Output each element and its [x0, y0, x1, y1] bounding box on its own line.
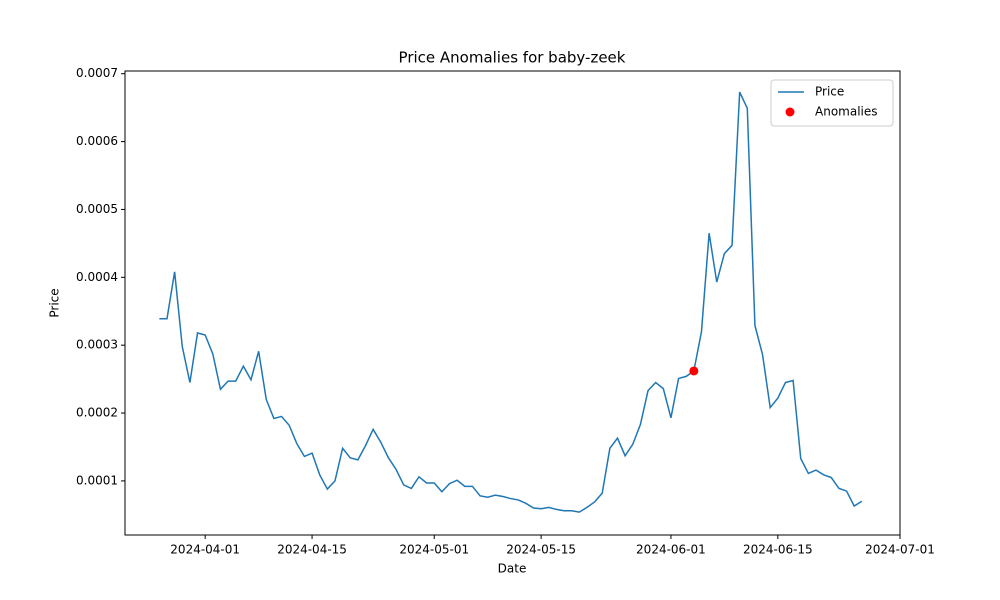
y-tick-label: 0.0003 [76, 338, 118, 352]
x-tick-label: 2024-04-01 [170, 543, 240, 557]
y-tick-label: 0.0001 [76, 473, 118, 487]
x-axis-label: Date [498, 562, 527, 576]
y-tick-label: 0.0006 [76, 134, 118, 148]
price-line [159, 91, 863, 513]
x-tick-label: 2024-05-15 [506, 543, 576, 557]
plot-frame [124, 70, 901, 536]
legend-label: Anomalies [815, 105, 878, 119]
x-tick-label: 2024-06-01 [636, 543, 706, 557]
legend-marker [785, 107, 795, 117]
y-axis-label: Price [48, 288, 62, 317]
y-tick-label: 0.0007 [76, 66, 118, 80]
x-tick-label: 2024-06-15 [743, 543, 813, 557]
legend-label: Price [815, 85, 844, 99]
x-tick-label: 2024-07-01 [865, 543, 935, 557]
x-tick-label: 2024-04-15 [277, 543, 347, 557]
x-tick-label: 2024-05-01 [399, 543, 469, 557]
y-tick-label: 0.0005 [76, 202, 118, 216]
anomaly-point [689, 366, 699, 376]
y-tick-label: 0.0002 [76, 406, 118, 420]
y-tick-label: 0.0004 [76, 270, 118, 284]
chart-title: Price Anomalies for baby-zeek [399, 49, 626, 67]
